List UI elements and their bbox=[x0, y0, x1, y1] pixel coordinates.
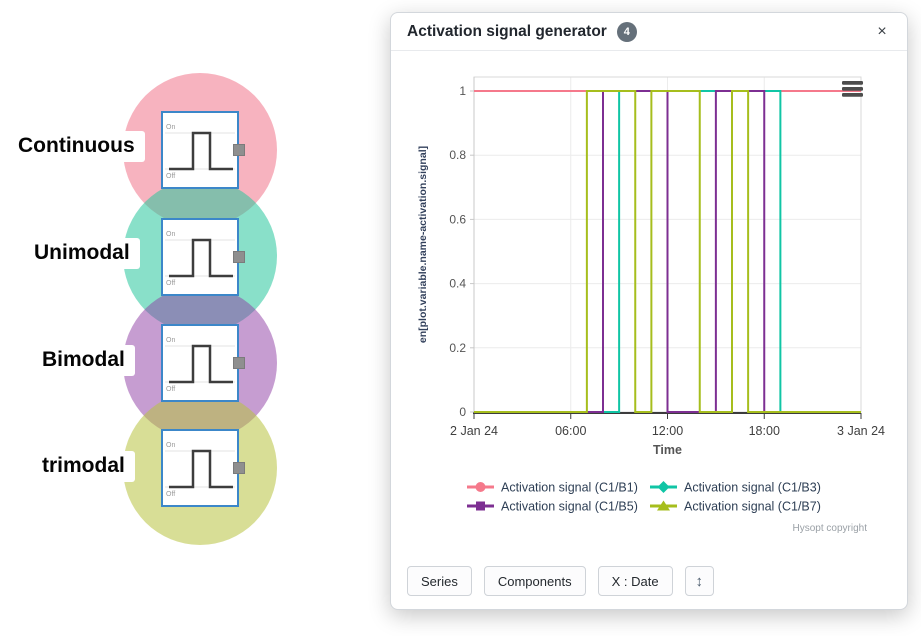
pulse-waveform-icon: On Off bbox=[165, 231, 235, 287]
series-line-4 bbox=[474, 90, 861, 413]
x-tick-label: 2 Jan 24 bbox=[450, 424, 498, 438]
mode-label-unimodal: Unimodal bbox=[24, 238, 140, 270]
block-port-handle[interactable] bbox=[233, 462, 245, 474]
legend-label: Activation signal (C1/B5) bbox=[501, 500, 638, 514]
chart-container: 0 0.2 0.4 0.6 0.8 1 2 Jan 24 06:00 12:00 18:00 3 J… bbox=[405, 63, 895, 546]
signal-block-unimodal[interactable]: On Off bbox=[161, 218, 245, 296]
mode-label-continuous: Continuous bbox=[8, 131, 145, 163]
legend-label: Activation signal (C1/B1) bbox=[501, 481, 638, 495]
svg-text:Off: Off bbox=[166, 173, 175, 180]
legend-item-3[interactable]: Activation signal (C1/B5) bbox=[467, 500, 638, 514]
components-button[interactable]: Components bbox=[483, 566, 586, 596]
signal-block-bimodal[interactable]: On Off bbox=[161, 324, 245, 402]
chart-menu-icon[interactable] bbox=[842, 81, 863, 97]
legend-label: Activation signal (C1/B7) bbox=[684, 500, 821, 514]
y-tick-label: 0.8 bbox=[449, 148, 466, 162]
close-icon[interactable]: × bbox=[871, 21, 893, 43]
x-tick-label: 06:00 bbox=[555, 424, 586, 438]
mode-label-trimodal: trimodal bbox=[32, 451, 135, 483]
y-tick-label: 1 bbox=[459, 84, 466, 98]
svg-text:Off: Off bbox=[166, 386, 175, 393]
legend-item-4[interactable]: Activation signal (C1/B7) bbox=[650, 500, 821, 514]
mode-label-bimodal: Bimodal bbox=[32, 345, 135, 377]
svg-text:On: On bbox=[166, 124, 175, 131]
x-tick-label: 3 Jan 24 bbox=[837, 424, 885, 438]
pulse-waveform-icon: On Off bbox=[165, 442, 235, 498]
y-tick-label: 0.2 bbox=[449, 341, 466, 355]
legend-item-2[interactable]: Activation signal (C1/B3) bbox=[650, 481, 821, 495]
activation-signal-chart: 0 0.2 0.4 0.6 0.8 1 2 Jan 24 06:00 12:00 18:00 3 J… bbox=[417, 76, 885, 534]
y-tick-label: 0.4 bbox=[449, 277, 466, 291]
series-line-3 bbox=[474, 90, 861, 413]
x-axis-title: Time bbox=[653, 443, 682, 457]
svg-text:On: On bbox=[166, 231, 175, 238]
dialog-header: Activation signal generator 4 × bbox=[391, 13, 907, 51]
block-port-handle[interactable] bbox=[233, 144, 245, 156]
chart-toolbar: Series Components X : Date ↕ bbox=[407, 566, 715, 596]
y-tick-label: 0.6 bbox=[449, 212, 466, 226]
pulse-waveform-icon: On Off bbox=[165, 337, 235, 393]
block-port-handle[interactable] bbox=[233, 357, 245, 369]
chart-copyright: Hysopt copyright bbox=[793, 523, 868, 534]
signal-block-continuous[interactable]: On Off bbox=[161, 111, 245, 189]
svg-text:On: On bbox=[166, 337, 175, 344]
x-axis-button[interactable]: X : Date bbox=[597, 566, 673, 596]
y-tick-label: 0 bbox=[459, 405, 466, 419]
pulse-waveform-icon: On Off bbox=[165, 124, 235, 180]
block-port-handle[interactable] bbox=[233, 251, 245, 263]
resize-vertical-icon[interactable]: ↕ bbox=[684, 566, 715, 596]
dialog-title: Activation signal generator bbox=[407, 22, 607, 40]
x-tick-label: 12:00 bbox=[652, 424, 683, 438]
series-button[interactable]: Series bbox=[407, 566, 472, 596]
legend-label: Activation signal (C1/B3) bbox=[684, 481, 821, 495]
legend-item-1[interactable]: Activation signal (C1/B1) bbox=[467, 481, 638, 495]
svg-text:Off: Off bbox=[166, 280, 175, 287]
x-tick-label: 18:00 bbox=[749, 424, 780, 438]
signal-block-trimodal[interactable]: On Off bbox=[161, 429, 245, 507]
svg-text:Off: Off bbox=[166, 491, 175, 498]
y-axis-title: en[plot.variable.name-activation.signal] bbox=[417, 146, 429, 343]
count-badge: 4 bbox=[616, 21, 637, 42]
activation-signal-dialog: Activation signal generator 4 × 0 0.2 0.4 0… bbox=[390, 12, 908, 610]
svg-text:On: On bbox=[166, 442, 175, 449]
